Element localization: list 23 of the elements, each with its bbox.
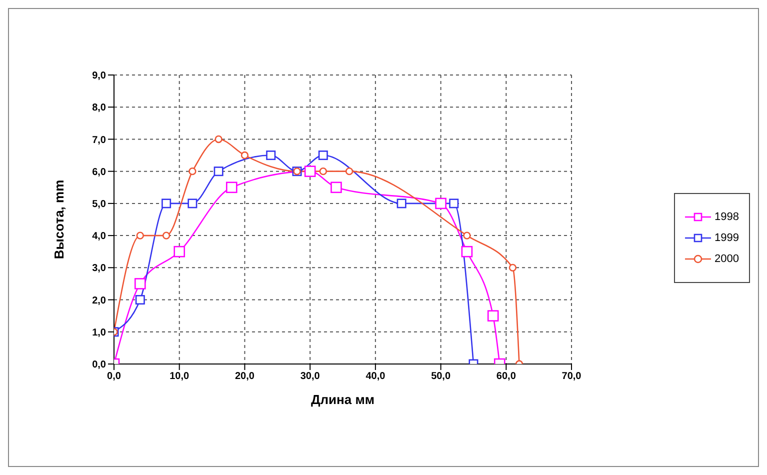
y-tick-label: 1,0 [92, 327, 106, 338]
x-tick-label: 50,0 [431, 371, 451, 382]
y-tick-label: 6,0 [92, 166, 106, 178]
legend-label: 1999 [714, 232, 739, 244]
y-axis-title: Высота, mm [52, 180, 67, 260]
y-tick-label: 3,0 [92, 263, 106, 274]
y-tick-label: 4,0 [92, 231, 106, 242]
x-tick-label: 30,0 [300, 371, 320, 382]
y-tick-label: 9,0 [92, 70, 106, 82]
x-axis-title: Длина мм [311, 392, 374, 407]
x-tick-label: 20,0 [234, 371, 255, 382]
y-tick-label: 0,0 [92, 360, 106, 371]
y-tick-label: 5,0 [92, 198, 106, 210]
y-tick-label: 7,0 [92, 134, 106, 146]
y-tick-label: 8,0 [92, 102, 106, 114]
legend-label: 2000 [714, 252, 739, 264]
x-tick-label: 0,0 [107, 371, 122, 382]
x-tick-label: 70,0 [562, 371, 582, 382]
x-tick-label: 40,0 [366, 371, 386, 382]
legend-label: 1998 [714, 210, 739, 222]
x-tick-label: 10,0 [170, 371, 190, 382]
x-tick-label: 60,0 [496, 371, 516, 382]
y-tick-label: 2,0 [92, 295, 106, 306]
